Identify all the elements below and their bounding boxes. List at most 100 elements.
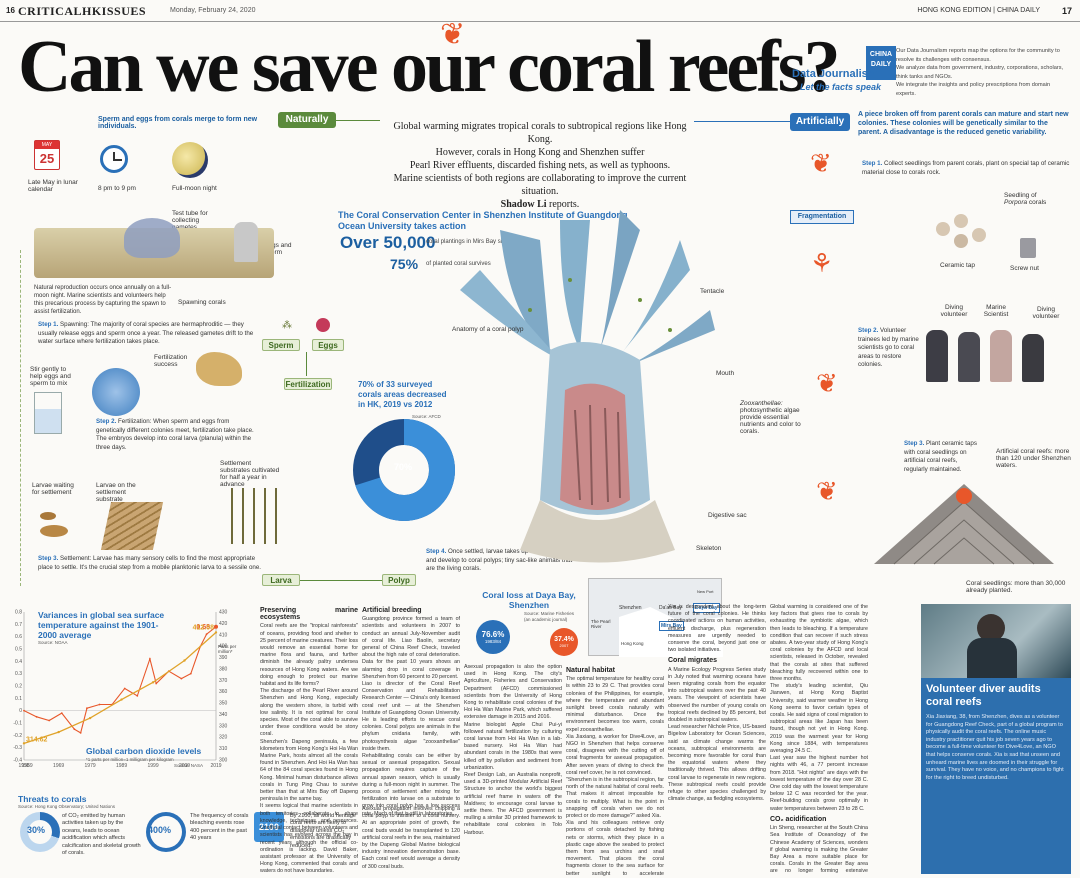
threat-text-2: The frequency of corals bleaching events… <box>190 813 249 842</box>
right-axis-title: Parts per million* <box>218 644 237 654</box>
left-tick-label: -0.4 <box>13 758 22 764</box>
volunteer-title: Volunteer diver audits coral reefs <box>926 683 1041 708</box>
x-tick-label: 1989 <box>116 763 127 769</box>
natural-step-2: Step 2. Fertilization: When sperm and eg… <box>96 418 254 451</box>
left-tick-label: 0 <box>19 708 22 714</box>
polyp-badge: Polyp <box>382 574 416 586</box>
x-tick-label: 1999 <box>147 763 158 769</box>
temperature-point <box>48 719 51 722</box>
x-tick-label: 1959 <box>22 763 33 769</box>
substrates-label: Settlement substrates cultivated for hal… <box>220 460 280 488</box>
fragmentation-badge: Fragmentation <box>790 210 854 224</box>
threats-source: Source: Hong Kong Observatory; United Na… <box>18 804 116 809</box>
x-tick-label: 1958 <box>18 763 29 769</box>
temperature-point <box>79 731 82 734</box>
diving-volunteer-label: Diving volunteer <box>940 304 968 318</box>
temperature-point <box>155 682 158 685</box>
naturally-title: Sperm and eggs from corals merge to form… <box>98 116 258 130</box>
temperature-chart-title: Variances in global sea surface temperat… <box>38 610 165 640</box>
artificially-badge: Artificially <box>790 113 850 131</box>
artificial-step-1: Step 1. Collect seedlings from parent co… <box>862 160 1070 176</box>
page-number-right: 17 <box>1061 6 1072 16</box>
x-tick-label: 1979 <box>85 763 96 769</box>
threat-value-2: 400% <box>148 825 172 835</box>
data-journalism-text: Our Data Journalism reports map the opti… <box>896 48 1064 97</box>
temperature-series-line <box>23 626 217 734</box>
fertilization-badge: Fertilization <box>284 378 332 390</box>
right-tick-label: 400 <box>219 644 228 650</box>
threat-ring-chart <box>20 812 60 852</box>
petri-dish-illustration <box>92 368 140 416</box>
coral-icon: ❦ <box>816 368 838 398</box>
natural-step-3: Step 3. Settlement: Larvae has many sens… <box>38 555 262 571</box>
natural-step-4: Step 4. Once settled, larvae takes up zo… <box>426 548 573 572</box>
article-column-6: Global warming is considered one of the … <box>770 604 868 876</box>
coral-polyp-anatomy <box>460 210 715 563</box>
screw-nut-label: Screw nut <box>1010 265 1039 272</box>
survival-stat-label: of planted coral survives <box>426 261 491 267</box>
co2-point <box>151 681 155 684</box>
article-column-3: Asexual propagation is also the option u… <box>464 664 562 836</box>
loss-2007-badge: 37.4% 2007 <box>550 628 578 656</box>
coral-fragment-icon: ⚘ <box>810 248 834 278</box>
embryo-illustration <box>196 352 242 386</box>
natural-step-1: Step 1. Spawning: The majority of coral … <box>38 321 254 345</box>
right-tick-label: 360 <box>219 689 228 695</box>
right-tick-label: 350 <box>219 701 228 707</box>
co2-point <box>57 730 60 734</box>
moon-label: Full-moon night <box>172 185 217 192</box>
right-tick-label: 340 <box>219 712 228 718</box>
article-column-5: Xia is despondent about the long-term fu… <box>668 604 766 803</box>
stir-label: Stir gently to help eggs and sperm to mi… <box>30 366 71 387</box>
left-tick-label: -0.1 <box>13 721 22 727</box>
artificial-reef-illustration <box>874 484 1054 565</box>
larva-illustration <box>40 512 56 520</box>
right-tick-label: 320 <box>219 735 228 741</box>
temperature-point <box>60 712 63 715</box>
artificial-step-2: Step 2. Volunteer trainees led by marine… <box>858 327 919 368</box>
volunteer-box: Volunteer diver audits coral reefs Xia J… <box>921 678 1071 874</box>
donut-slice-decreased <box>353 419 455 521</box>
temperature-co2-chart: 0.8 0.7 0.6 0.5 0.4 0.3 0.2 0.1 0 -0.1 -0.2 -0.3 -0.… <box>13 610 228 770</box>
screw-icon <box>1020 238 1036 258</box>
page-headline: Can we save our coral reefs? <box>18 26 841 108</box>
substrate-rack-illustration <box>222 488 286 544</box>
sperm-eggs-illustration: ⁂ <box>276 318 336 334</box>
temperature-point <box>149 657 151 660</box>
temperature-end-label: 0.68 <box>196 624 210 631</box>
article-column-1: Preserving marine ecosystems Coral reefs… <box>260 607 358 875</box>
article-column-2: Artificial breeding Guangdong province f… <box>362 607 460 817</box>
x-tick-label: 2019 <box>210 763 221 769</box>
left-tick-label: -0.3 <box>13 745 22 751</box>
co2-end-label: 412.08 <box>193 624 215 631</box>
donut-source: Source: AFCD <box>412 414 441 419</box>
right-tick-label: 310 <box>219 746 228 752</box>
data-journalism-title: Data Journalism <box>792 68 878 80</box>
temperature-point <box>136 694 139 697</box>
temperature-point <box>123 687 126 690</box>
temperature-point <box>180 677 183 680</box>
issue-date: Monday, February 24, 2020 <box>170 7 256 14</box>
data-journalism-tagline: Let the facts speak <box>800 82 882 92</box>
beaker-illustration <box>34 392 62 434</box>
temperature-end-marker <box>214 624 218 629</box>
right-tick-label: 390 <box>219 655 228 661</box>
clock-icon <box>100 145 128 173</box>
diving-volunteer-label: Diving volunteer <box>1032 306 1060 320</box>
coral-seedlings-label: Coral seedlings: more than 30,000 alread… <box>966 580 1066 594</box>
daya-bay-map: The Pearl River Shenzhen Da'ao Bay Daya … <box>588 578 723 657</box>
anatomy-label: Anatomy of a coral polyp <box>452 326 524 333</box>
connector-line <box>306 352 307 376</box>
temperature-point <box>189 672 192 675</box>
right-tick-label: 430 <box>219 610 228 616</box>
temperature-point <box>205 633 208 636</box>
co2-series-line <box>23 631 217 744</box>
china-daily-logo: CHINA DAILY <box>866 46 896 80</box>
sperm-badge: Sperm <box>262 339 300 351</box>
article-column-2b: Asexual propagation involves chipping a … <box>362 806 460 870</box>
survival-stat: 75% <box>390 256 419 272</box>
reproduction-text: Natural reproduction occurs once annuall… <box>34 285 172 315</box>
calendar-icon: MAY 25 <box>34 140 60 170</box>
temperature-point <box>98 703 101 706</box>
co2-title: Global carbon dioxide levels <box>86 746 202 756</box>
